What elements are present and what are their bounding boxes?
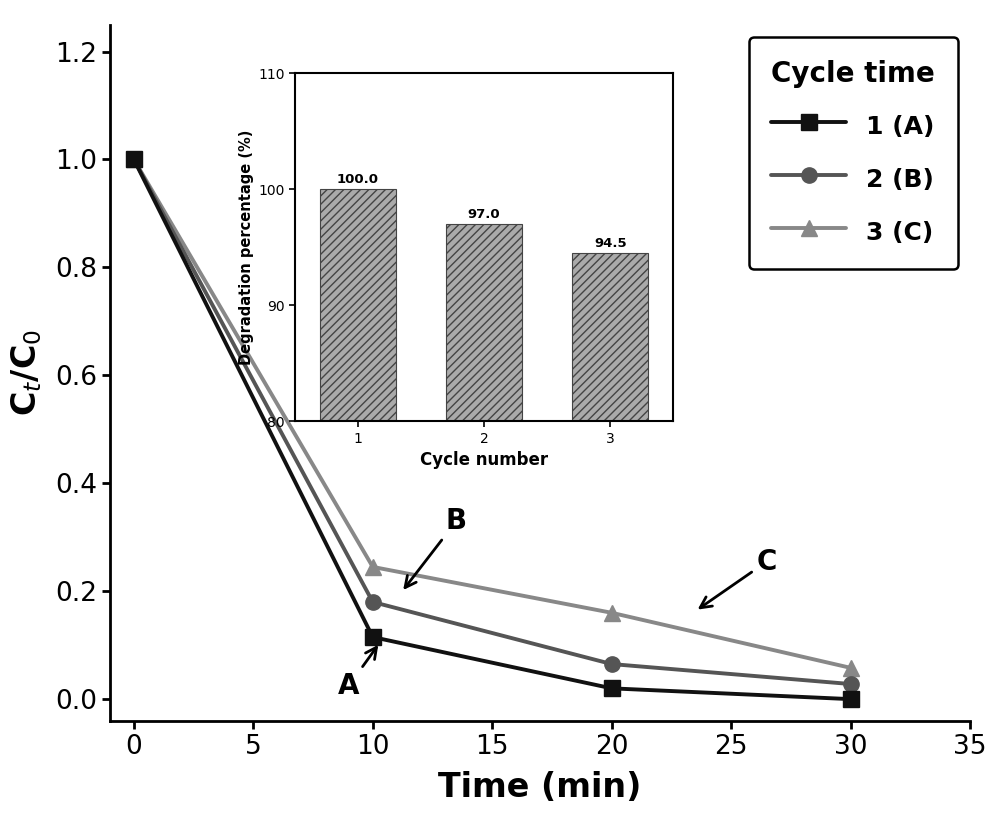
Text: C: C [700,548,777,608]
3 (C) [845,663,857,672]
1 (A) [845,695,857,704]
Text: A: A [338,647,377,699]
2 (B) [128,155,140,165]
1 (A) [606,683,618,693]
Line: 3 (C): 3 (C) [126,152,858,676]
Line: 2 (B): 2 (B) [126,152,858,692]
X-axis label: Time (min): Time (min) [438,771,642,804]
3 (C) [367,562,379,572]
2 (B) [606,659,618,669]
3 (C) [606,608,618,618]
Legend: 1 (A), 2 (B), 3 (C): 1 (A), 2 (B), 3 (C) [749,37,958,269]
Text: B: B [405,507,467,587]
Line: 1 (A): 1 (A) [126,152,858,707]
2 (B) [845,679,857,689]
1 (A) [367,632,379,642]
3 (C) [128,155,140,165]
1 (A) [128,155,140,165]
Y-axis label: C$_t$/C$_0$: C$_t$/C$_0$ [9,329,44,416]
2 (B) [367,597,379,607]
